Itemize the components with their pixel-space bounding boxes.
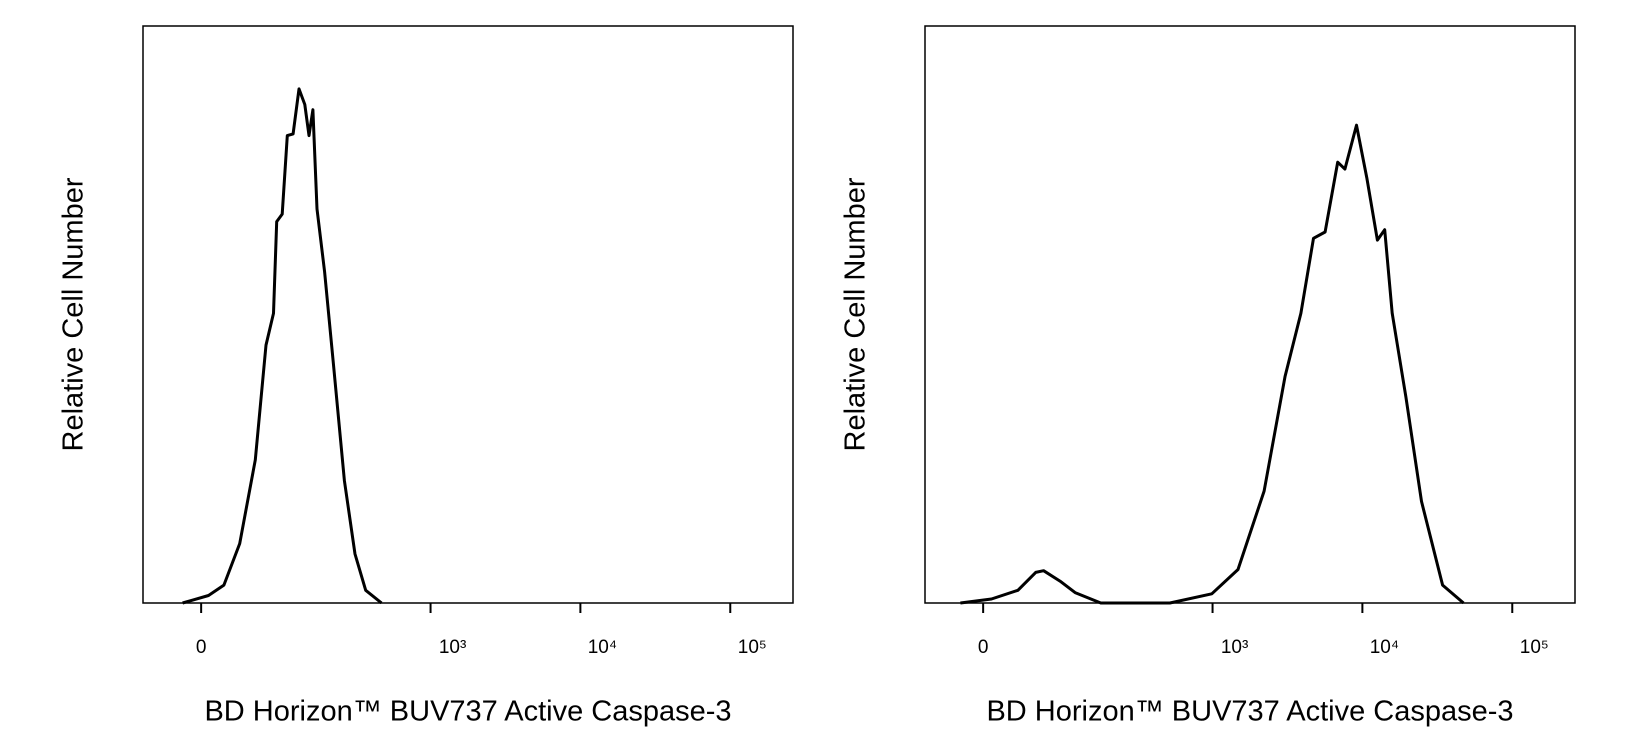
x-axis-label: BD Horizon™ BUV737 Active Caspase-3 bbox=[986, 696, 1513, 728]
histogram-curve bbox=[960, 123, 1465, 605]
y-axis-label: Relative Cell Number bbox=[840, 177, 872, 451]
x-tick-label: 10³ bbox=[439, 637, 466, 658]
histogram-curve bbox=[182, 87, 383, 605]
y-axis-label: Relative Cell Number bbox=[58, 177, 90, 451]
x-axis-label: BD Horizon™ BUV737 Active Caspase-3 bbox=[204, 696, 731, 728]
x-tick-label: 10⁴ bbox=[588, 637, 617, 658]
x-tick-label: 10⁵ bbox=[1520, 637, 1549, 658]
x-tick-label: 10⁴ bbox=[1370, 637, 1399, 658]
x-tick-label: 10⁵ bbox=[738, 637, 767, 658]
x-tick-label: 0 bbox=[196, 637, 207, 658]
x-tick-label: 0 bbox=[978, 637, 989, 658]
x-tick-label: 10³ bbox=[1221, 637, 1248, 658]
plot-frame bbox=[924, 25, 1576, 604]
plot-frame bbox=[142, 25, 794, 604]
